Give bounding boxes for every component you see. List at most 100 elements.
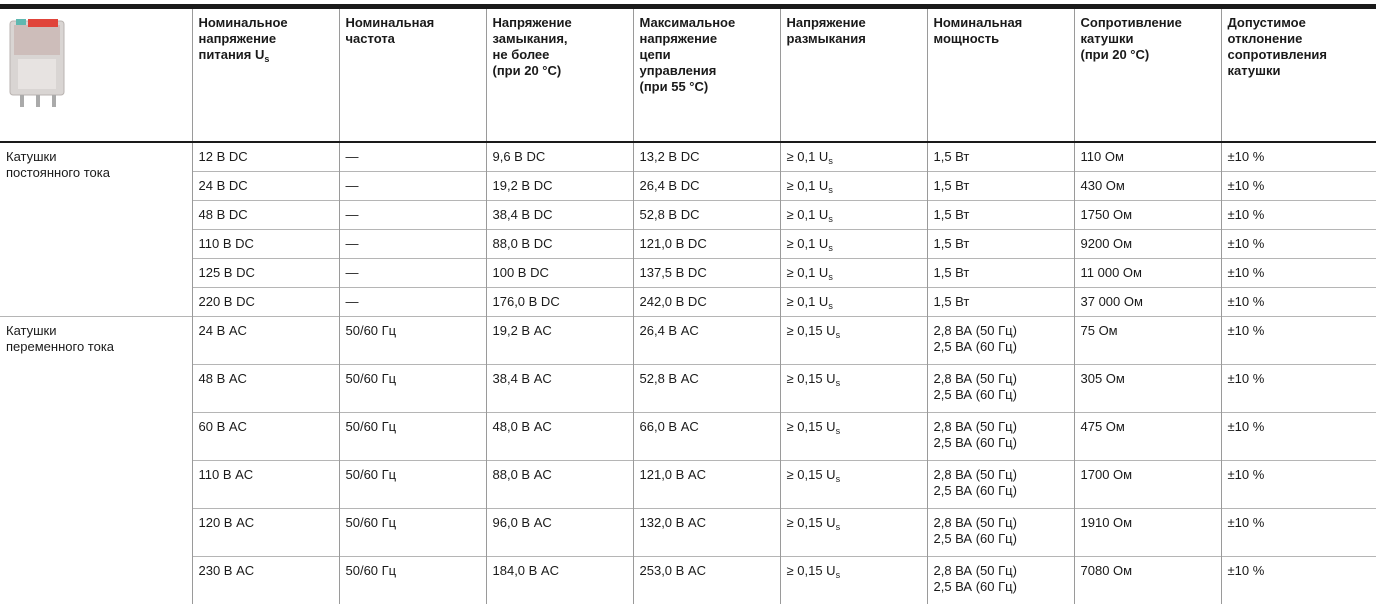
cell-text: 1,5 Вт [933,293,970,309]
cell-text: 38,4 В AC [492,370,552,386]
column-header: Номинальная мощность [926,9,1074,143]
table-row: 110 В AC 50/60 Гц 88,0 В AC 121,0 В AC ≥ 0,1… [0,459,1376,508]
cell-line: замыкания, [492,31,568,46]
cell-line: питания Us [199,47,333,64]
cell-text: 120 В AC [198,514,255,530]
cell-line: Сопротивление [1080,15,1182,30]
table-cell: — [338,286,486,316]
cell-text: 1750 Ом [1080,206,1133,222]
table-cell: ≥ 0,1 Us [779,170,927,200]
table-cell: 100 В DC [485,257,633,287]
table-cell: ≥ 0,1 Us [779,199,927,229]
cell-text: 48 В DC [198,206,248,222]
cell-text: 50/60 Гц [345,370,397,386]
cell-line: сопротивления [1227,47,1328,62]
table-cell: — [338,228,486,258]
cell-text: — [345,177,359,193]
subscript: s [835,521,841,532]
cell-text: 242,0 В DC [639,293,707,309]
cell-line: Напряжение [786,15,866,30]
table-row: 48 В DC — 38,4 В DC 52,8 В DC ≥ 0,1 Us 1,5 Вт… [0,199,1376,229]
cell-text: 88,0 В AC [492,466,552,482]
subscript: s [828,156,833,166]
cell-text: 1,5 Вт [933,264,970,280]
cell-line: Номинальная [345,15,435,30]
cell-text: 12 В DC [198,149,248,164]
table-cell: 52,8 В DC [632,199,780,229]
cell-text: 475 Ом [1080,418,1125,434]
cell-text: ±10 % [1227,466,1265,482]
table-cell: 110 Ом [1073,142,1221,171]
cell-text: 253,0 В AC [639,562,707,578]
table-cell: 176,0 В DC [485,286,633,316]
cell-text: 24 В AC [198,322,247,338]
cell-line: управления [639,63,717,78]
cell-text: 60 В AC [198,418,247,434]
column-header: Номинальное напряжение питания Us [191,9,339,143]
table-cell: ≥ 0,15 Us [779,411,927,460]
cell-text: 110 Ом [1080,149,1124,164]
table-cell: 50/60 Гц [338,411,486,460]
cell-text: ≥ 0,15 U [786,418,836,434]
group-label: Катушки постоянного тока [0,142,192,316]
table-cell: 7080 Ом [1073,555,1221,604]
cell-text: ≥ 0,1 U [786,206,829,222]
subscript: s [828,184,833,195]
cell-text: 1,5 Вт [933,149,970,164]
table-cell: ±10 % [1220,170,1376,200]
table-cell: 50/60 Гц [338,363,486,412]
table-cell: 220 В DC [191,286,339,316]
table-cell: 1,5 Вт [926,170,1074,200]
cell-text: ≥ 0,15 U [786,370,836,386]
cell-text: ±10 % [1227,206,1265,222]
table-row: 125 В DC — 100 В DC 137,5 В DC ≥ 0,1 Us 1,5 В… [0,257,1376,287]
table-cell: 305 Ом [1073,363,1221,412]
cell-text: 1,5 Вт [933,235,970,251]
relay-image [9,19,65,107]
table-row: 230 В AC 50/60 Гц 184,0 В AC 253,0 В AC ≥ 0,… [0,555,1376,604]
table-cell: 475 Ом [1073,411,1221,460]
cell-line: переменного тока [6,338,115,354]
cell-text: 38,4 В DC [492,206,553,222]
subscript: s [828,242,833,253]
cell-text: 37 000 Ом [1080,293,1143,309]
cell-text: — [345,235,359,251]
cell-text: 7080 Ом [1080,562,1133,578]
table-cell: 60 В AC [191,411,339,460]
cell-text: 110 В AC [198,466,254,482]
cell-line: (при 55 °C) [639,79,709,94]
table-cell: 1700 Ом [1073,459,1221,508]
cell-text: ≥ 0,1 U [786,149,829,164]
cell-line: размыкания [786,31,866,46]
table-cell: 9200 Ом [1073,228,1221,258]
cell-text: ≥ 0,1 U [786,264,829,280]
cell-text: 1,5 Вт [933,177,970,193]
subscript: s [835,329,841,340]
cell-line: 2,5 ВА (60 Гц) [933,386,1017,402]
table-row: 60 В AC 50/60 Гц 48,0 В AC 66,0 В AC ≥ 0,15 … [0,411,1376,460]
table-cell: ≥ 0,1 Us [779,142,927,171]
table-cell: 26,4 В DC [632,170,780,200]
table-cell: 1,5 Вт [926,142,1074,171]
table-cell: 1750 Ом [1073,199,1221,229]
table-cell: ≥ 0,15 Us [779,507,927,556]
cell-text: 100 В DC [492,264,549,280]
cell-text: ±10 % [1227,264,1265,280]
cell-text: 9,6 В DC [492,149,546,164]
table-cell: ±10 % [1220,228,1376,258]
cell-text: — [345,293,359,309]
cell-text: ≥ 0,15 U [786,562,836,578]
table-cell: 66,0 В AC [632,411,780,460]
cell-text: 48 В AC [198,370,247,386]
cell-line: частота [345,31,395,46]
subscript: s [835,473,841,484]
cell-line: 2,8 ВА (50 Гц) [933,562,1017,578]
cell-text: 1700 Ом [1080,466,1133,482]
table-cell: 88,0 В DC [485,228,633,258]
table-cell: ±10 % [1220,363,1376,412]
table-cell: 88,0 В AC [485,459,633,508]
cell-text: 110 В DC [198,235,254,251]
cell-text: ±10 % [1227,149,1265,164]
table-cell: 52,8 В AC [632,363,780,412]
table-cell: ±10 % [1220,459,1376,508]
